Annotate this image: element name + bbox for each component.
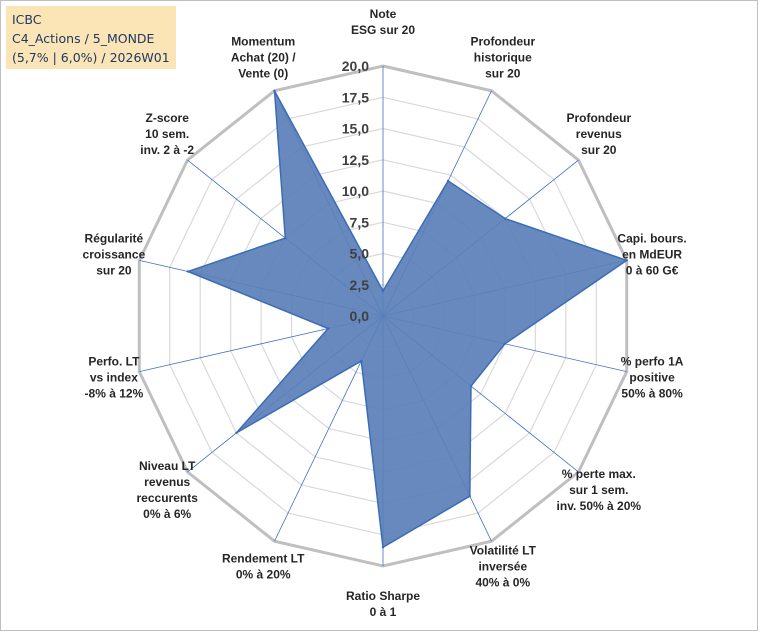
series-point [503,342,507,345]
series-point [381,289,385,293]
axis-label-line: Vente (0) [238,66,288,80]
axis-label-line: sur 20 [485,66,521,80]
axis-label-line: % perte max. [562,467,636,481]
axis-label-line: Z-score [146,111,190,125]
axis-label-line: Achat (20) / [231,50,296,64]
axis-label: Niveau LT revenus reccurents 0% à 6% [137,459,199,521]
info-company: ICBC [12,12,42,27]
axis-label-line: revenus [576,127,622,141]
series-point [446,179,450,183]
axis-label-line: 10 sem. [145,127,189,141]
axis-label: % perfo 1A positive 50% à 80% [621,354,684,400]
tick-label: 12,5 [342,152,369,168]
axis-label-line: Note [370,7,397,21]
series-point [186,270,190,273]
axis-label: Note ESG sur 20 [351,7,415,37]
tick-label: 0,0 [350,308,370,324]
series-point [284,236,287,240]
axis-label-line: -8% à 12% [85,386,144,400]
axis-label-line: 0% à 6% [143,507,191,521]
axis-label-line: 50% à 80% [621,386,683,400]
axis-label-line: % perfo 1A [621,354,684,368]
series-point [327,327,330,330]
axis-label: Perfo. LT vs index -8% à 12% [85,354,144,400]
axis-label-line: 0% à 20% [236,568,291,582]
axis-label: Volatilité LT inversée 40% à 0% [470,544,537,590]
series-point [381,546,385,549]
axis-label-line: 40% à 0% [475,576,530,590]
axis-label-line: en MdEUR [622,248,682,262]
series-point [360,359,363,363]
axis-label-line: 0 à 1 [370,605,397,619]
series-point [273,89,276,93]
tick-label: 20,0 [342,58,369,74]
series-point [468,495,471,498]
axis-label-line: vs index [90,370,138,384]
axis-label-line: positive [629,370,675,384]
tick-label: 5,0 [350,246,370,262]
series-point [625,259,628,262]
info-stats: (5,7% | 6,0%) / 2026W01 [12,50,170,65]
axis-label-line: Momentum [231,34,295,48]
series-point [504,217,507,220]
axis-label: Z-score 10 sem. inv. 2 à -2 [140,111,194,157]
axis-label: Régularité croissance sur 20 [83,232,146,278]
axis-label-line: reccurents [137,491,199,505]
axis-label-line: Niveau LT [139,459,196,473]
axis-label-line: croissance [83,248,146,262]
tick-label: 7,5 [350,214,370,230]
axis-label-line: sur 20 [96,264,132,278]
axis-label-line: inversée [478,560,527,574]
axis-label-line: historique [474,50,532,64]
axis-label-line: Profondeur [470,34,535,48]
axis-label-line: 0 à 60 G€ [626,264,679,278]
axis-label: Momentum Achat (20) / Vente (0) [231,34,296,80]
info-box: ICBC C4_Actions / 5_MONDE (5,7% | 6,0%) … [6,6,176,69]
axis-label: Rendement LT 0% à 20% [222,552,305,582]
radar-tick-labels: 0,0 2,5 5,0 7,5 10,0 12,5 15,0 17,5 20,0 [342,58,369,324]
tick-label: 17,5 [342,89,369,105]
axis-label-line: Rendement LT [222,552,305,566]
axis-label-line: sur 1 sem. [569,483,628,497]
axis-label: Profondeur revenus sur 20 [566,111,631,157]
axis-label-line: Ratio Sharpe [346,589,420,603]
axis-label: Profondeur historique sur 20 [470,34,535,80]
axis-label-line: Capi. bours. [617,232,686,246]
axis-label: Ratio Sharpe 0 à 1 [346,589,420,619]
axis-label-line: inv. 2 à -2 [140,143,194,157]
info-portfolio: C4_Actions / 5_MONDE [12,31,155,46]
series-point [469,384,473,388]
tick-label: 15,0 [342,121,369,137]
axis-label: Capi. bours. en MdEUR 0 à 60 G€ [617,232,686,278]
axis-label-line: ESG sur 20 [351,23,415,37]
radar-axis-labels: Note ESG sur 20 Profondeur historique sur 20… [83,7,687,619]
tick-label: 2,5 [350,277,370,293]
axis-label-line: sur 20 [581,143,617,157]
axis-label-line: Régularité [85,232,144,246]
axis-label-line: revenus [144,475,190,489]
axis-label: % perte max. sur 1 sem. inv. 50% à 20% [557,467,642,513]
radar-series [185,89,629,549]
series-point [235,431,238,435]
axis-label-line: Perfo. LT [88,354,140,368]
axis-label-line: inv. 50% à 20% [557,499,642,513]
axis-label-line: Profondeur [566,111,631,125]
tick-label: 10,0 [342,183,369,199]
axis-label-line: Volatilité LT [470,544,537,558]
